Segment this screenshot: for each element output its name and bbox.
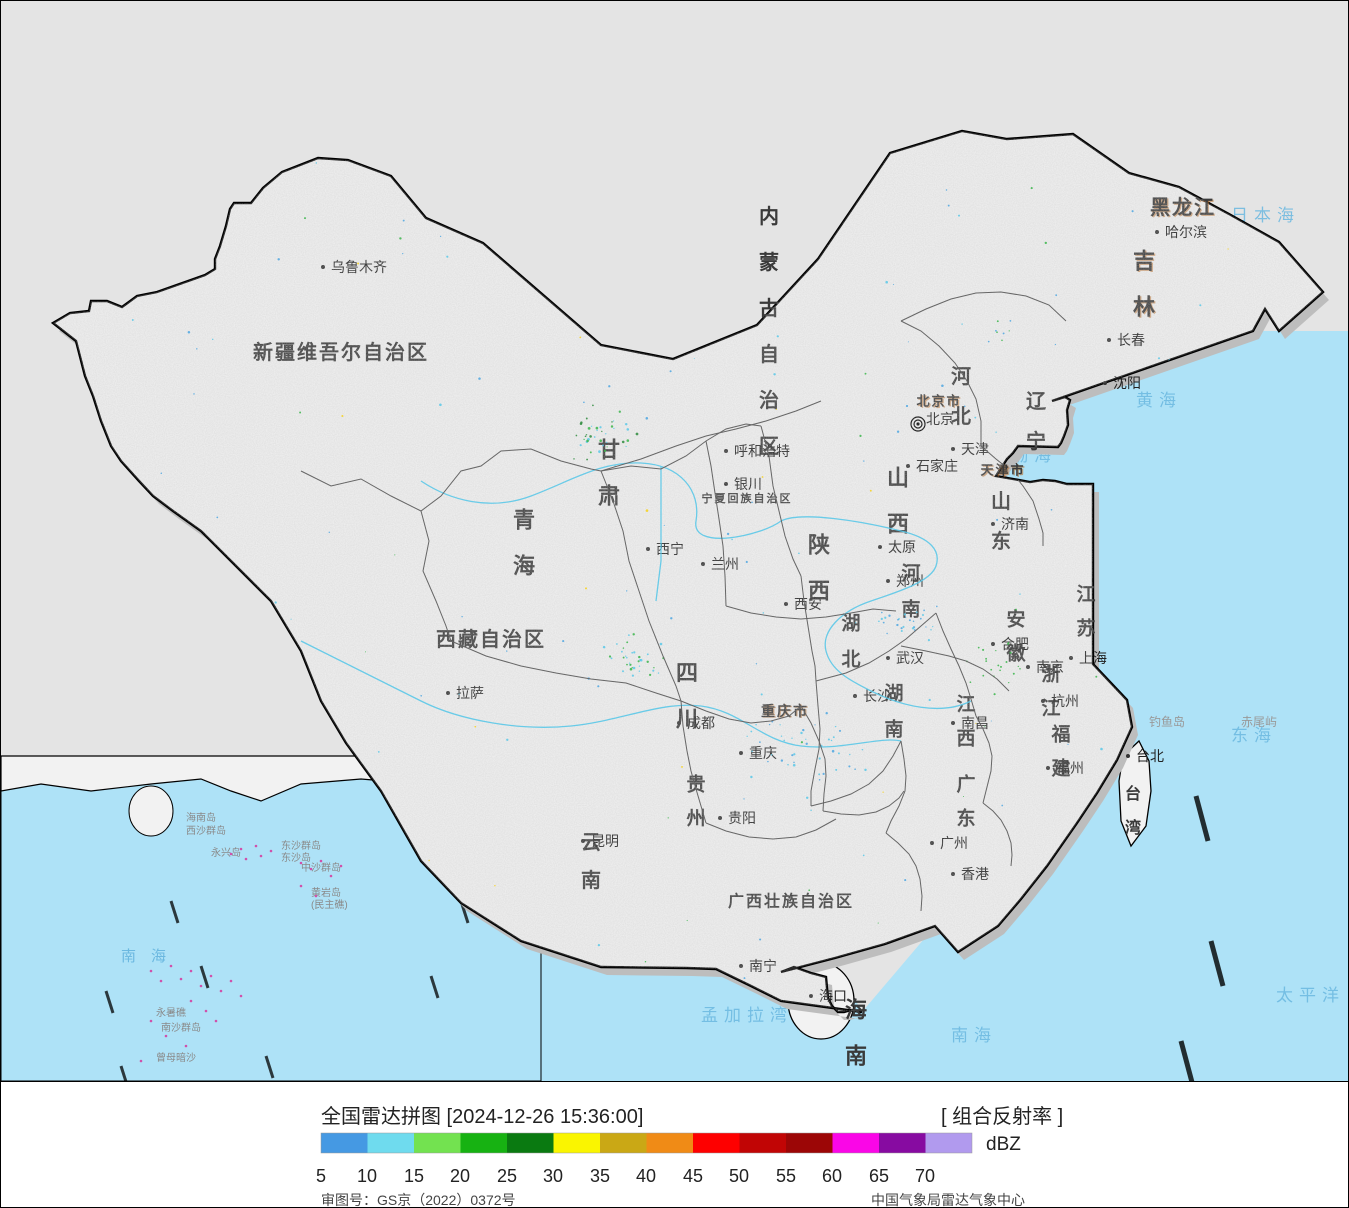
svg-text:60: 60 (822, 1166, 842, 1186)
svg-text:东海: 东海 (1231, 726, 1277, 745)
svg-text:海南岛: 海南岛 (186, 811, 216, 824)
svg-text:黄海: 黄海 (1136, 391, 1182, 410)
svg-text:5: 5 (316, 1166, 326, 1186)
svg-text:永兴岛: 永兴岛 (211, 846, 241, 859)
svg-text:55: 55 (776, 1166, 796, 1186)
svg-text:35: 35 (590, 1166, 610, 1186)
svg-text:钓鱼岛: 钓鱼岛 (1149, 714, 1185, 729)
svg-text:曾母暗沙: 曾母暗沙 (156, 1051, 196, 1064)
svg-text:内: 内 (759, 204, 779, 228)
svg-text:湾: 湾 (1125, 818, 1141, 837)
svg-text:台北: 台北 (1136, 748, 1164, 764)
svg-text:(民主礁): (民主礁) (311, 898, 348, 911)
svg-text:中沙群岛: 中沙群岛 (301, 861, 341, 874)
svg-text:孟加拉湾: 孟加拉湾 (701, 1006, 793, 1025)
svg-text:东沙群岛: 东沙群岛 (281, 839, 321, 852)
svg-text:50: 50 (729, 1166, 749, 1186)
svg-text:永暑礁: 永暑礁 (156, 1006, 186, 1019)
svg-text:20: 20 (450, 1166, 470, 1186)
svg-text:30: 30 (543, 1166, 563, 1186)
svg-text:25: 25 (497, 1166, 517, 1186)
svg-text:15: 15 (404, 1166, 424, 1186)
svg-text:南 海: 南 海 (121, 948, 166, 965)
svg-text:南沙群岛: 南沙群岛 (161, 1021, 201, 1034)
svg-text:南海: 南海 (951, 1026, 997, 1045)
svg-text:台: 台 (1125, 784, 1141, 803)
svg-text:西沙群岛: 西沙群岛 (186, 824, 226, 837)
svg-text:45: 45 (683, 1166, 703, 1186)
svg-text:65: 65 (869, 1166, 889, 1186)
svg-text:dBZ: dBZ (986, 1134, 1021, 1155)
svg-text:太平洋: 太平洋 (1276, 986, 1345, 1005)
svg-text:10: 10 (357, 1166, 377, 1186)
svg-text:蒙: 蒙 (759, 251, 779, 274)
svg-text:南: 南 (845, 1044, 867, 1069)
svg-text:40: 40 (636, 1166, 656, 1186)
svg-text:70: 70 (915, 1166, 935, 1186)
